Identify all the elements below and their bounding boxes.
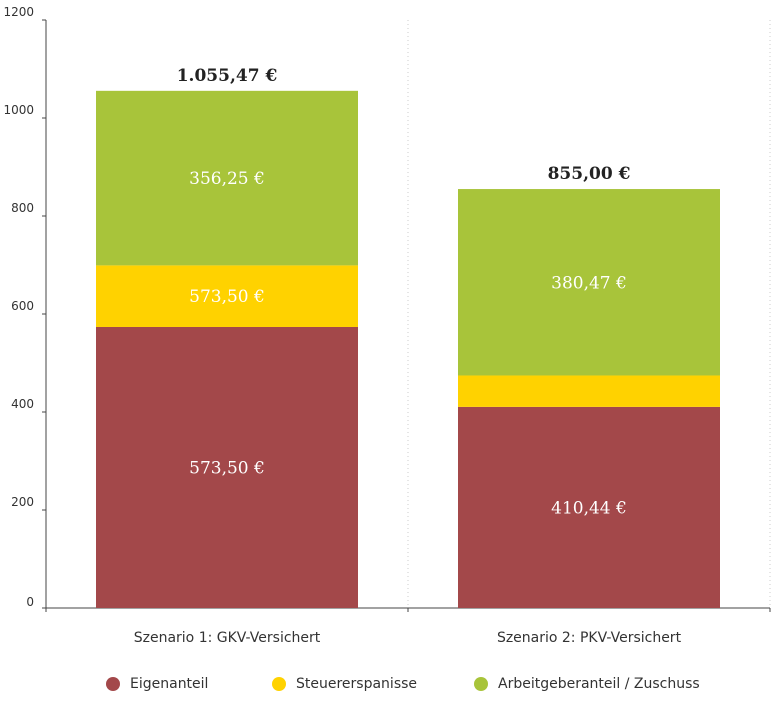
bar-segment xyxy=(96,326,358,608)
bar-total-label: 1.055,47 € xyxy=(177,66,278,86)
legend-swatch-steuererspanisse xyxy=(272,677,286,691)
legend-item-steuererspanisse: Steuererspanisse xyxy=(272,676,417,692)
y-tick-label: 800 xyxy=(11,201,34,215)
data-labels: 573,50 € 573,50 € 356,25 € 1.055,47 € 410,44… xyxy=(177,66,631,519)
bar-segment xyxy=(96,265,358,327)
legend-item-arbeitgeberanteil: Arbeitgeberanteil / Zuschuss xyxy=(474,676,700,692)
y-tick-label: 1200 xyxy=(3,5,34,19)
x-category-label: Szenario 1: GKV-Versichert xyxy=(134,630,321,646)
legend-label: Steuererspanisse xyxy=(296,676,418,692)
y-tick-label: 200 xyxy=(11,495,34,509)
stacked-bar-chart: 0 200 400 600 800 1000 1200 Szenario 1: GKV-Ver… xyxy=(3,5,771,646)
bar-segment-label: 356,25 € xyxy=(189,169,265,189)
legend-label: Eigenanteil xyxy=(130,676,209,692)
bar-segment-label: 573,50 € xyxy=(189,287,265,307)
y-tick-label: 1000 xyxy=(3,103,34,117)
x-category-label: Szenario 2: PKV-Versichert xyxy=(497,630,682,646)
bar-segment-label: 410,44 € xyxy=(551,498,627,518)
bar-segment xyxy=(458,375,720,407)
axes: 0 200 400 600 800 1000 1200 Szenario 1: GKV-Ver… xyxy=(3,5,771,646)
y-tick-label: 400 xyxy=(11,397,34,411)
bar-segment-label: 573,50 € xyxy=(189,458,265,478)
bar-total-label: 855,00 € xyxy=(548,164,631,184)
legend-label: Arbeitgeberanteil / Zuschuss xyxy=(498,676,700,692)
legend-swatch-eigenanteil xyxy=(106,677,120,691)
bars xyxy=(96,90,720,608)
bar-segment xyxy=(458,189,720,376)
bar-segment-label: 380,47 € xyxy=(551,273,627,293)
legend-item-eigenanteil: Eigenanteil xyxy=(106,676,208,692)
y-tick-label: 0 xyxy=(26,595,34,609)
legend: Eigenanteil Steuererspanisse Arbeitgeber… xyxy=(0,676,775,700)
y-tick-label: 600 xyxy=(11,299,34,313)
bar-segment xyxy=(96,90,358,266)
legend-swatch-arbeitgeberanteil xyxy=(474,677,488,691)
bar-segment xyxy=(458,406,720,608)
